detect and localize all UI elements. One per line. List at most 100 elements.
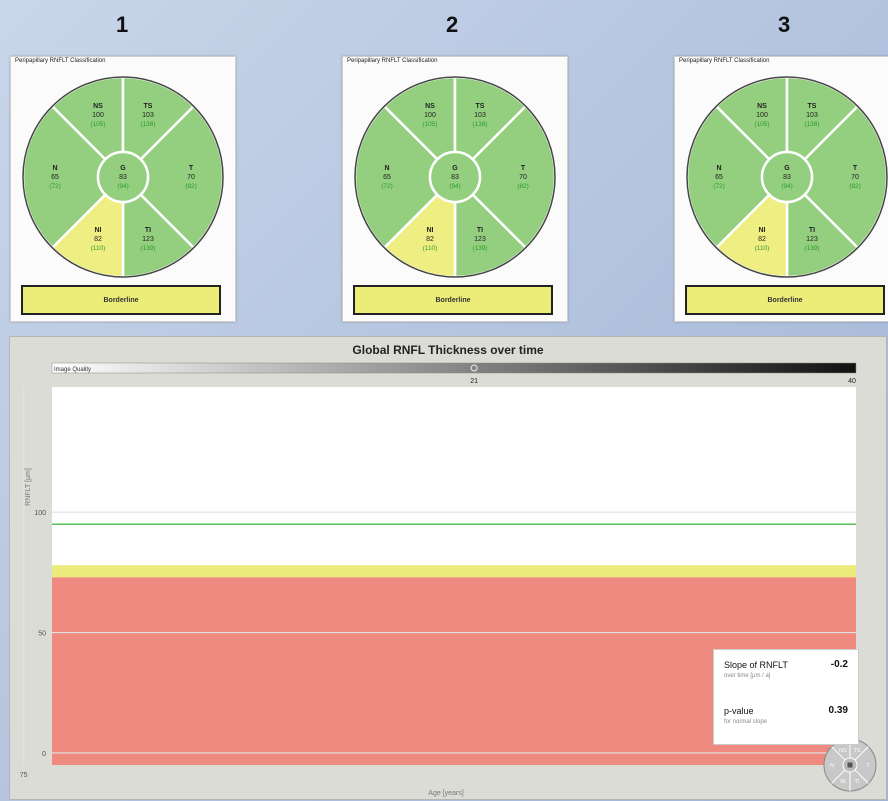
sector-normal-g: (94) (117, 183, 129, 190)
sector-g (760, 150, 814, 204)
sector-legend-wheel: NS TS N T NI TI (823, 738, 877, 792)
image-quality-max: 40 (848, 378, 856, 385)
sector-value-t: 70 (187, 174, 195, 181)
sector-g (96, 150, 150, 204)
legend-sector-ti: TI (855, 779, 860, 785)
sector-normal-n: (72) (49, 183, 61, 190)
sector-normal-t: (82) (849, 183, 861, 190)
sector-label-ts: TS (144, 103, 153, 110)
classification-box: Borderline (685, 285, 885, 315)
sector-value-g: 83 (783, 174, 791, 181)
classification-box: Borderline (353, 285, 553, 315)
sector-value-n: 65 (715, 174, 723, 181)
legend-sector-n: N (830, 763, 834, 769)
sector-value-ni: 82 (758, 236, 766, 243)
sector-normal-ti: (139) (140, 245, 155, 252)
sector-label-ns: NS (93, 103, 103, 110)
legend-sector-ts: TS (853, 748, 860, 754)
sector-value-g: 83 (451, 174, 459, 181)
sector-normal-ns: (105) (422, 121, 437, 128)
sector-label-t: T (853, 165, 858, 172)
sector-value-ts: 103 (474, 112, 486, 119)
sector-normal-ti: (139) (472, 245, 487, 252)
sector-label-g: G (784, 165, 790, 172)
y-axis-label: RNFLT [µm] (25, 468, 32, 506)
legend-sector-ns: NS (839, 748, 847, 754)
image-quality-marker (470, 364, 478, 372)
sector-label-ti: TI (145, 227, 151, 234)
panel-number-1: 1 (116, 12, 129, 37)
sector-label-n: N (52, 165, 57, 172)
sector-value-ts: 103 (142, 112, 154, 119)
legend-sector-t: T (866, 763, 870, 769)
slope-sublabel: over time [µm / a] (724, 673, 771, 679)
sector-normal-ni: (110) (91, 245, 106, 252)
sector-wheel: NS 100 (105) TS 103 (138) T 70 (82) TI 123 (139) NI 8… (685, 75, 888, 279)
sector-value-ti: 123 (806, 236, 818, 243)
sector-label-ns: NS (757, 103, 767, 110)
sector-label-t: T (189, 165, 194, 172)
sector-normal-ts: (138) (804, 121, 819, 128)
legend-sector-ni: NI (840, 779, 846, 785)
y-tick-label: 100 (34, 510, 46, 517)
x-tick-label: 75 (20, 772, 28, 779)
sector-normal-ni: (110) (755, 245, 770, 252)
sector-label-ni: NI (759, 227, 766, 234)
rnflt-classification-panel-1: Peripapillary RNFLT Classification NS 100… (10, 56, 236, 322)
panel-title: Peripapillary RNFLT Classification (15, 58, 106, 64)
sector-label-ti: TI (809, 227, 815, 234)
sector-value-ni: 82 (426, 236, 434, 243)
rnfl-trend-chart: Image Quality214075767778798081828384858… (9, 336, 887, 800)
sector-value-ns: 100 (756, 112, 768, 119)
borderline-zone (52, 565, 856, 578)
image-quality-bar (51, 362, 857, 374)
image-quality-value: 21 (470, 378, 478, 385)
sector-label-ni: NI (95, 227, 102, 234)
sector-g (428, 150, 482, 204)
chart-title: Global RNFL Thickness over time (352, 343, 544, 357)
slope-value: -0.2 (830, 659, 848, 670)
sector-normal-ts: (138) (140, 121, 155, 128)
sector-normal-g: (94) (449, 183, 461, 190)
slope-stats-box: Slope of RNFLT over time [µm / a] -0.2 p… (713, 649, 859, 745)
sector-wheel: NS 100 (105) TS 103 (138) T 70 (82) TI 123 (139) NI 8… (21, 75, 225, 279)
slope-label: Slope of RNFLT (724, 660, 788, 670)
sector-value-g: 83 (119, 174, 127, 181)
legend-center-marker (847, 762, 853, 768)
sector-normal-n: (72) (381, 183, 393, 190)
sector-label-g: G (452, 165, 458, 172)
sector-value-ni: 82 (94, 236, 102, 243)
image-quality-label: Image Quality (54, 367, 91, 373)
y-tick-label: 0 (42, 751, 46, 758)
sector-label-ni: NI (427, 227, 434, 234)
sector-normal-ti: (139) (804, 245, 819, 252)
wheel-outline (22, 76, 224, 278)
p-value-label: p-value (724, 706, 754, 716)
sector-value-ts: 103 (806, 112, 818, 119)
sector-label-ti: TI (477, 227, 483, 234)
classification-box: Borderline (21, 285, 221, 315)
sector-label-g: G (120, 165, 126, 172)
rnflt-classification-panel-2: Peripapillary RNFLT Classification NS 100… (342, 56, 568, 322)
sector-value-ti: 123 (474, 236, 486, 243)
sector-normal-g: (94) (781, 183, 793, 190)
sector-value-n: 65 (51, 174, 59, 181)
sector-normal-ns: (105) (90, 121, 105, 128)
sector-normal-t: (82) (517, 183, 529, 190)
p-value-sublabel: for normal slope (724, 719, 768, 725)
panel-number-3: 3 (778, 12, 791, 37)
sector-normal-ni: (110) (423, 245, 438, 252)
sector-value-t: 70 (851, 174, 859, 181)
sector-value-ti: 123 (142, 236, 154, 243)
sector-wheel: NS 100 (105) TS 103 (138) T 70 (82) TI 123 (139) NI 8… (353, 75, 557, 279)
panel-number-2: 2 (446, 12, 459, 37)
x-axis-label: Age [years] (428, 790, 463, 797)
panel-title: Peripapillary RNFLT Classification (347, 58, 438, 64)
rnflt-classification-panel-3: Peripapillary RNFLT Classification NS 100… (674, 56, 888, 322)
sector-label-ts: TS (476, 103, 485, 110)
sector-value-ns: 100 (424, 112, 436, 119)
sector-label-n: N (716, 165, 721, 172)
p-value: 0.39 (828, 705, 848, 716)
y-tick-label: 50 (38, 631, 46, 638)
sector-label-n: N (384, 165, 389, 172)
